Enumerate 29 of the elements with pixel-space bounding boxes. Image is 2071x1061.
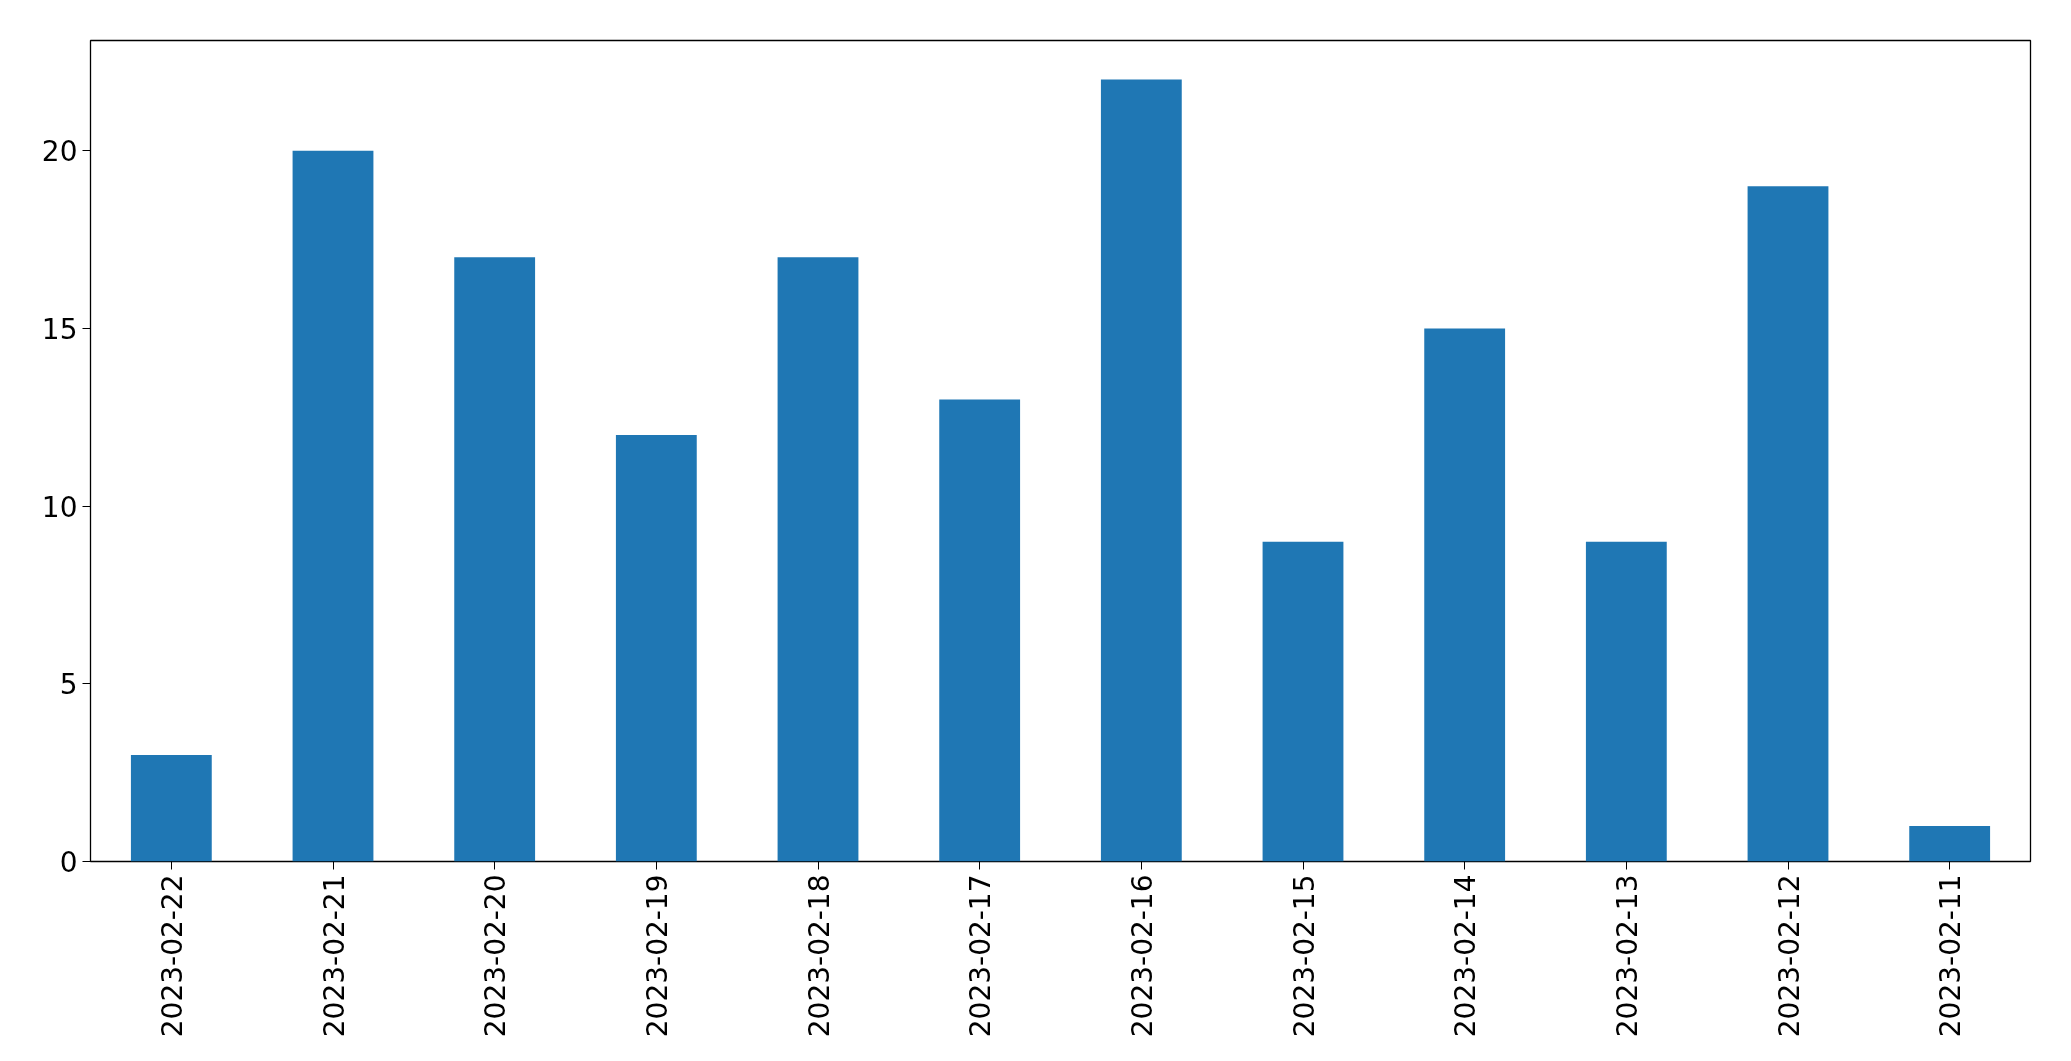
y-tick-label: 10	[41, 490, 78, 524]
bar	[1424, 328, 1506, 862]
bar	[292, 150, 374, 862]
x-tick-label: 2023-02-21	[317, 874, 351, 1038]
x-tick-label: 2023-02-18	[802, 874, 836, 1038]
x-tick-label: 2023-02-20	[479, 874, 513, 1038]
x-tick-label: 2023-02-22	[155, 874, 189, 1038]
x-tick-label: 2023-02-13	[1610, 874, 1644, 1038]
x-tick-label: 2023-02-16	[1125, 874, 1159, 1038]
bar	[1747, 186, 1829, 862]
bar	[130, 754, 212, 862]
x-tick-label: 2023-02-11	[1934, 874, 1968, 1038]
y-tick-label: 0	[59, 846, 78, 879]
y-tick-label: 5	[59, 668, 78, 702]
x-tick-label: 2023-02-12	[1772, 874, 1806, 1038]
bar	[777, 257, 859, 862]
x-tick-label: 2023-02-14	[1449, 874, 1483, 1038]
bar	[939, 399, 1021, 862]
y-tick-label: 20	[41, 135, 78, 169]
y-tick-label: 15	[41, 312, 78, 346]
bar	[454, 257, 536, 862]
bar	[1262, 541, 1344, 862]
bar	[1909, 825, 1991, 862]
bar	[615, 435, 697, 862]
x-tick-label: 2023-02-15	[1287, 874, 1321, 1038]
x-tick-label: 2023-02-19	[640, 874, 674, 1038]
x-tick-label: 2023-02-17	[964, 874, 998, 1038]
bar	[1100, 79, 1182, 862]
bar	[1585, 541, 1667, 862]
